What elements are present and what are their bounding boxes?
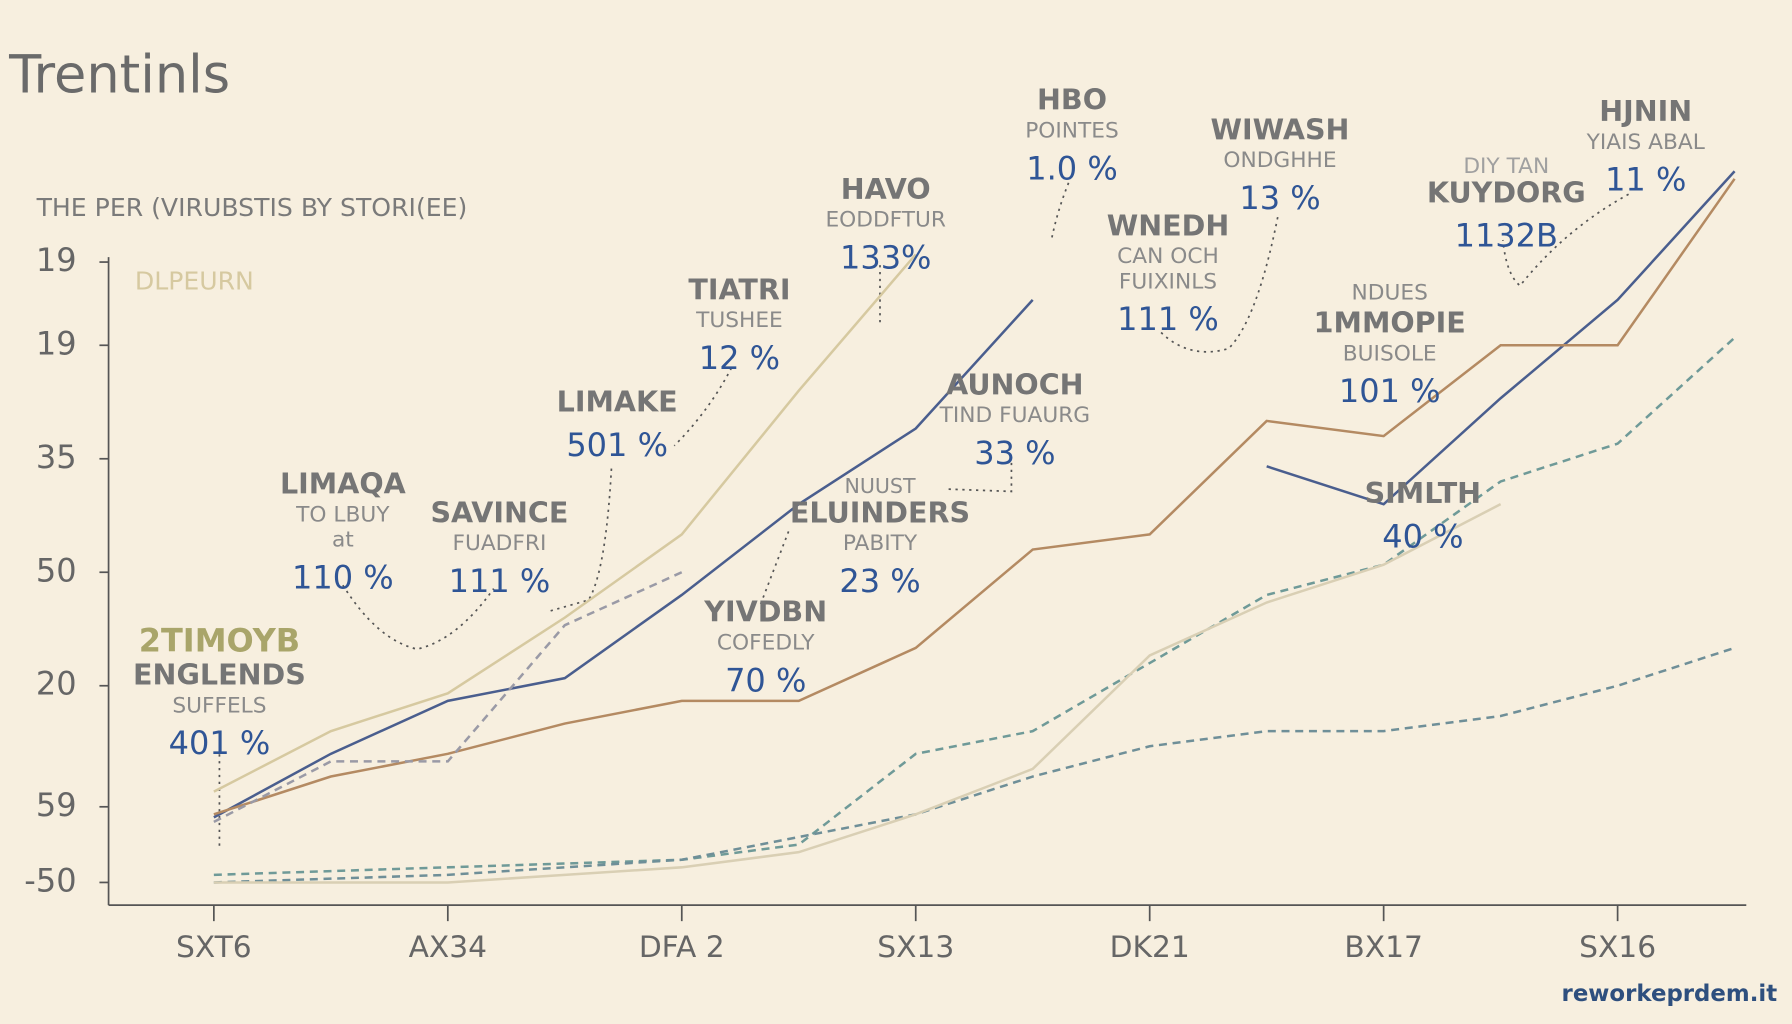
series-line xyxy=(213,336,1736,877)
series-line xyxy=(213,253,917,793)
annotation-title: AUNOCH xyxy=(946,367,1083,401)
chart-subtitle: THE PER (VIRUBSTIS BY STORI(EE) xyxy=(36,193,468,222)
annotation-title: LIMAQA xyxy=(280,467,406,501)
watermark: reworkeprdem.it xyxy=(1562,981,1778,1007)
label: NUUST xyxy=(844,474,916,498)
annotation-title: WNEDH xyxy=(1107,208,1230,242)
y-tick-label: 20 xyxy=(36,665,77,703)
annotation-value: 40 % xyxy=(1382,517,1463,555)
annotation-line: TUSHEE xyxy=(695,308,783,333)
annotation-line: COFEDLY xyxy=(717,630,815,655)
x-tick-label: SX13 xyxy=(877,930,954,965)
annotation-title: ELUINDERS xyxy=(790,495,970,529)
annotation-value: 70 % xyxy=(725,661,806,699)
label: 2TIMOYB xyxy=(139,621,300,659)
leader xyxy=(342,584,495,651)
annotation-line: TIND FUAURG xyxy=(939,403,1091,428)
annotation-line: YIAIS ABAL xyxy=(1586,130,1705,155)
series-line xyxy=(213,503,1502,884)
annotation-value: 23 % xyxy=(839,562,920,600)
leader xyxy=(948,462,1013,493)
series-line xyxy=(213,178,1736,816)
annotation-title: TIATRI xyxy=(688,272,790,306)
x-tick-label: AX34 xyxy=(409,930,487,965)
annotation-line: TO LBUY xyxy=(295,502,390,527)
x-tick-label: DK21 xyxy=(1110,930,1190,965)
x-tick-label: BX17 xyxy=(1344,930,1423,965)
annotation-line: at xyxy=(332,528,354,553)
annotation-title: WIWASH xyxy=(1211,112,1350,146)
annotation-line: ONDGHHE xyxy=(1223,148,1336,173)
annotation-title: SAVINCE xyxy=(430,495,568,529)
annotation-value: 111 % xyxy=(449,562,551,600)
y-tick-label: 59 xyxy=(36,786,77,824)
leader xyxy=(1502,193,1629,287)
leader-lines xyxy=(218,182,1629,846)
y-tick-label: 19 xyxy=(36,241,77,279)
annotation-title: HAVO xyxy=(841,172,931,206)
label: NDUES xyxy=(1352,281,1428,306)
annotation-value: 1.0 % xyxy=(1026,149,1117,187)
annotation-title: SIMLTH xyxy=(1365,476,1481,510)
annotation-title: HBO xyxy=(1037,83,1107,117)
chart-title: Trentinls xyxy=(8,44,230,105)
x-tick-label: SX16 xyxy=(1579,930,1656,965)
annotation-title: ENGLENDS xyxy=(133,658,306,692)
annotation-title: HJNIN xyxy=(1599,94,1692,128)
series-line xyxy=(213,170,1736,819)
annotation-line: CAN OCH xyxy=(1117,244,1219,269)
annotation-line: PABITY xyxy=(843,531,918,556)
y-tick-label: 50 xyxy=(36,551,77,589)
series-line xyxy=(213,646,1735,884)
x-tick-label: SXT6 xyxy=(176,930,252,965)
annotation-line: SUFFELS xyxy=(172,693,266,718)
annotation-value: 12 % xyxy=(699,339,780,377)
annotation-value: 501 % xyxy=(566,426,668,464)
annotation-value: 11 % xyxy=(1605,161,1686,199)
annotation-line: BUISOLE xyxy=(1343,341,1437,366)
annotation-title: YIVDBN xyxy=(703,595,827,629)
annotation-value: 1132B xyxy=(1455,217,1558,255)
annotation-line: FUIXINLS xyxy=(1119,269,1217,294)
annotation-value: 33 % xyxy=(974,434,1055,472)
annotation-title: LIMAKE xyxy=(557,384,678,418)
label: DIY TAN xyxy=(1463,154,1549,179)
annotation-title: 1MMOPIE xyxy=(1314,306,1466,340)
leader xyxy=(673,367,733,447)
x-tick-label: DFA 2 xyxy=(639,930,725,965)
y-tick-label: 35 xyxy=(36,438,77,476)
annotation-line: POINTES xyxy=(1025,118,1119,143)
annotation-value: 133% xyxy=(840,238,931,276)
y-tick-label: 19 xyxy=(36,324,77,362)
leader xyxy=(1159,216,1279,353)
annotation-value: 13 % xyxy=(1239,179,1320,217)
y-tick-label: -50 xyxy=(24,861,76,899)
annotation-title: KUYDORG xyxy=(1427,175,1586,209)
leader xyxy=(548,468,613,613)
annotation-line: FUADFRI xyxy=(452,531,546,556)
series-line xyxy=(213,571,683,824)
annotation-value: 401 % xyxy=(169,724,271,762)
annotation-value: 111 % xyxy=(1117,300,1219,338)
annotation-value: 110 % xyxy=(292,558,394,596)
annotation-value: 101 % xyxy=(1339,372,1441,410)
legend-entry: DLPEURN xyxy=(135,266,254,295)
annotation-line: EODDFTUR xyxy=(825,208,946,233)
